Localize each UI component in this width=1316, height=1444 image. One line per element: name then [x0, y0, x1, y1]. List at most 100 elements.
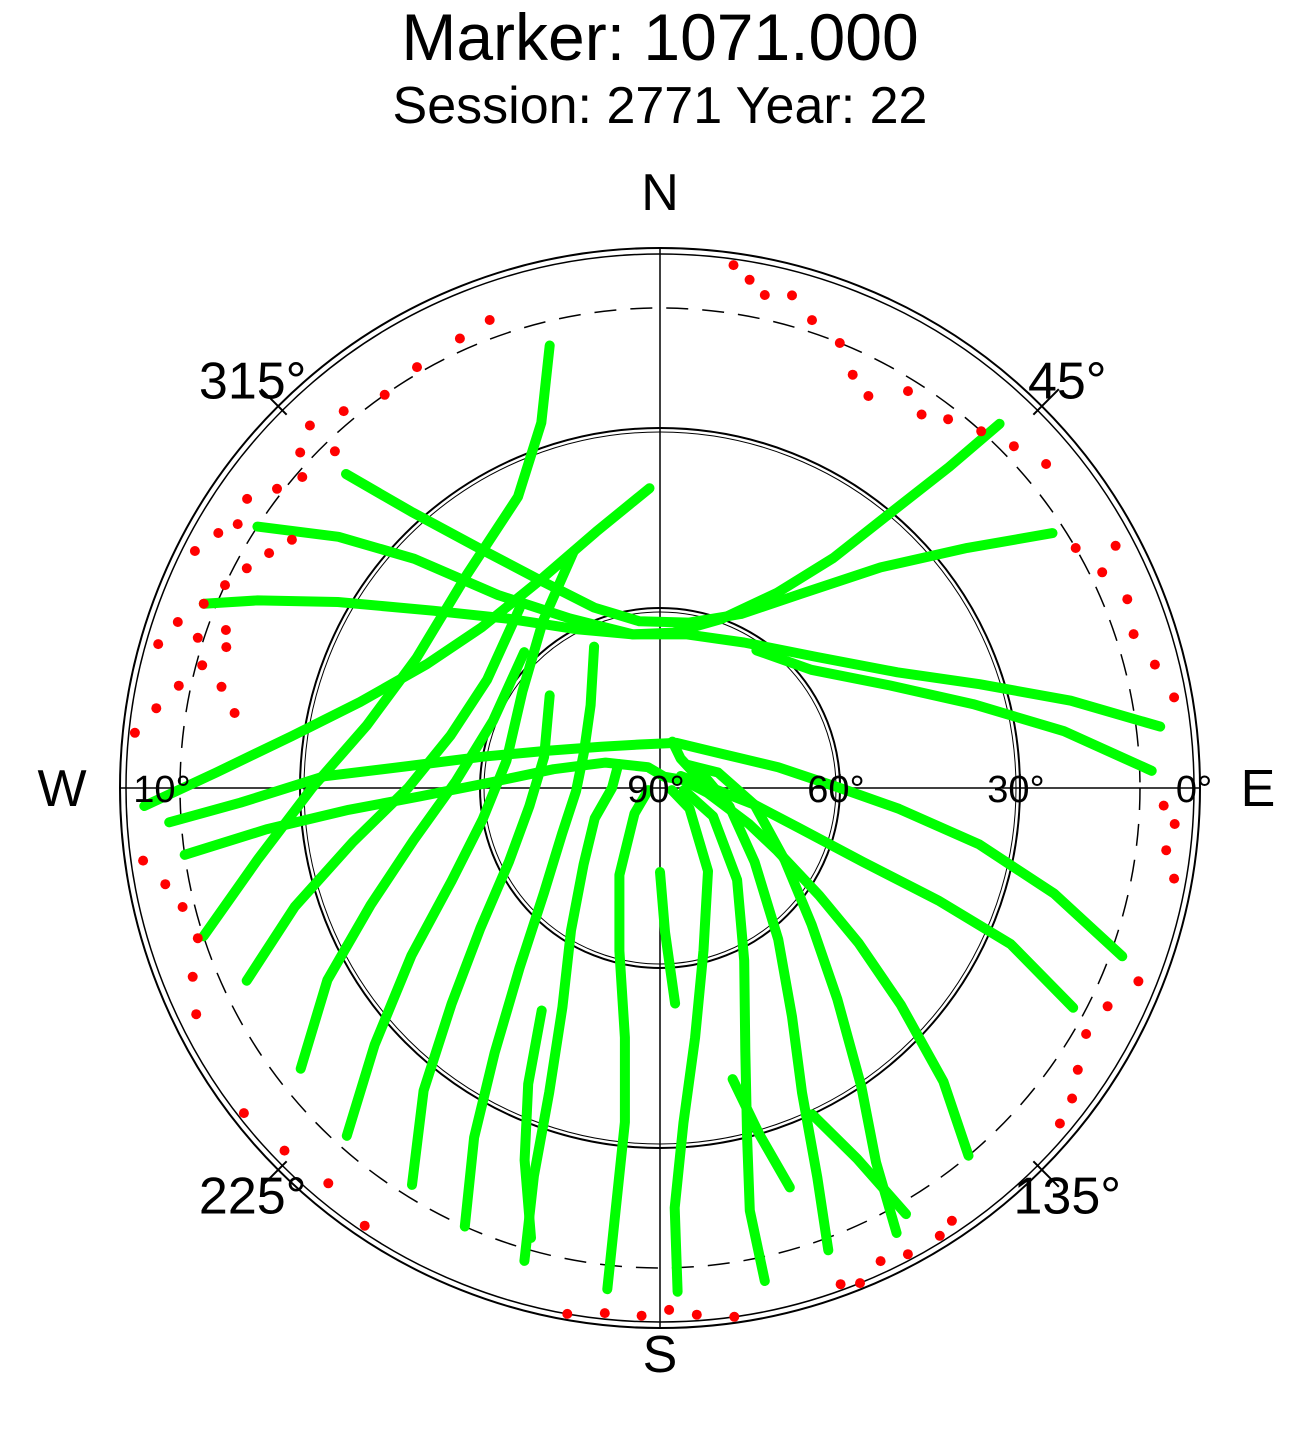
rejected-point — [198, 598, 209, 609]
azimuth-tick-315 — [260, 388, 288, 416]
rejected-point — [562, 1308, 573, 1319]
rejected-point — [759, 290, 770, 300]
rejected-point — [946, 1215, 957, 1226]
elevation-label-60: 60° — [807, 769, 864, 811]
rejected-point — [295, 447, 306, 458]
satellite-track-23 — [727, 1074, 795, 1193]
satellite-track-12 — [602, 785, 654, 1295]
rejected-point — [1158, 800, 1169, 811]
satellite-track-20 — [139, 483, 655, 811]
rejected-point — [728, 260, 739, 271]
rejected-point — [187, 971, 198, 982]
rejected-point — [636, 1310, 647, 1321]
rejected-observations — [129, 260, 1180, 1322]
satellite-track-11 — [666, 785, 713, 1297]
azimuth-tick-45 — [1032, 388, 1060, 416]
satellite-track-16 — [341, 546, 579, 1141]
satellite-track-8 — [682, 759, 902, 1238]
rejected-point — [216, 681, 227, 692]
azimuth-label-225: 225° — [199, 1167, 307, 1225]
rejected-point — [1169, 819, 1180, 829]
compass-south-label: S — [643, 1326, 678, 1384]
rejected-point — [1041, 459, 1052, 469]
elevation-label-0: 0° — [1176, 769, 1212, 811]
rejected-point — [359, 1220, 370, 1231]
rejected-point — [412, 362, 422, 373]
rejected-point — [1122, 594, 1133, 605]
rejected-point — [189, 546, 200, 556]
accepted-tracks — [139, 340, 1166, 1297]
satellite-track-3 — [198, 595, 1166, 732]
rejected-point — [787, 290, 797, 301]
rejected-point — [484, 315, 495, 325]
rejected-point — [1081, 1029, 1092, 1039]
satellite-track-4 — [751, 645, 1157, 776]
rejected-point — [835, 1279, 846, 1290]
elevation-label-90: 90° — [627, 769, 684, 811]
rejected-point — [744, 274, 755, 285]
rejected-point — [1128, 629, 1139, 640]
rejected-point — [241, 563, 252, 574]
rejected-point — [338, 406, 349, 417]
rejected-point — [902, 1249, 913, 1260]
rejected-point — [875, 1256, 886, 1267]
rejected-point — [863, 391, 874, 401]
rejected-point — [934, 1230, 945, 1241]
rejected-point — [599, 1308, 610, 1319]
rejected-point — [903, 386, 913, 397]
rejected-point — [691, 1309, 702, 1320]
rejected-point — [286, 534, 297, 545]
rejected-point — [323, 1178, 334, 1189]
azimuth-label-45: 45° — [1028, 353, 1107, 411]
compass-north-label: N — [641, 164, 679, 222]
rejected-point — [264, 548, 275, 559]
rejected-point — [1161, 845, 1172, 856]
rejected-point — [454, 333, 465, 344]
satellite-track-17 — [295, 647, 530, 1074]
satellite-track-10 — [678, 785, 770, 1286]
rejected-point — [173, 680, 184, 691]
rejected-point — [138, 855, 149, 866]
rejected-point — [279, 1145, 290, 1156]
chart-subtitle: Session: 2771 Year: 22 — [393, 77, 928, 135]
rejected-point — [916, 409, 927, 420]
rejected-point — [1149, 659, 1160, 670]
elevation-label-30: 30° — [987, 769, 1044, 811]
satellite-track-13 — [519, 759, 624, 1266]
azimuth-tick-225 — [260, 1160, 288, 1188]
rejected-point — [834, 338, 845, 348]
azimuth-label-315: 315° — [199, 353, 307, 411]
rejected-point — [1102, 1001, 1113, 1012]
rejected-point — [297, 472, 308, 482]
rejected-point — [242, 493, 253, 504]
rejected-point — [153, 639, 164, 650]
rejected-point — [855, 1278, 865, 1289]
satellite-track-18 — [241, 603, 525, 986]
rejected-point — [329, 446, 340, 457]
satellite-track-19 — [198, 340, 555, 942]
elevation-label-10: 10° — [133, 769, 190, 811]
rejected-point — [232, 519, 243, 530]
rejected-point — [729, 1311, 740, 1322]
rejected-point — [976, 426, 987, 437]
satellite-track-9 — [667, 736, 834, 1256]
rejected-point — [943, 414, 954, 425]
rejected-point — [213, 528, 224, 538]
rejected-point — [664, 1304, 675, 1315]
rejected-point — [1133, 976, 1144, 987]
rejected-point — [1097, 567, 1108, 578]
satellite-track-2 — [341, 469, 1058, 628]
rejected-point — [220, 625, 231, 635]
chart-title: Marker: 1071.000 — [401, 0, 918, 74]
satellite-track-21 — [519, 1005, 547, 1243]
rejected-point — [197, 660, 208, 671]
satellite-track-24 — [655, 867, 681, 1009]
rejected-point — [129, 727, 140, 738]
rejected-point — [177, 902, 188, 912]
rejected-point — [1169, 873, 1180, 884]
satellite-track-7 — [179, 757, 974, 1161]
rejected-point — [238, 1108, 249, 1119]
axis-labels: 45° 135° 225° 315° 0° 30° 60° 90° 10° — [133, 353, 1212, 1226]
rejected-point — [1072, 1064, 1083, 1075]
